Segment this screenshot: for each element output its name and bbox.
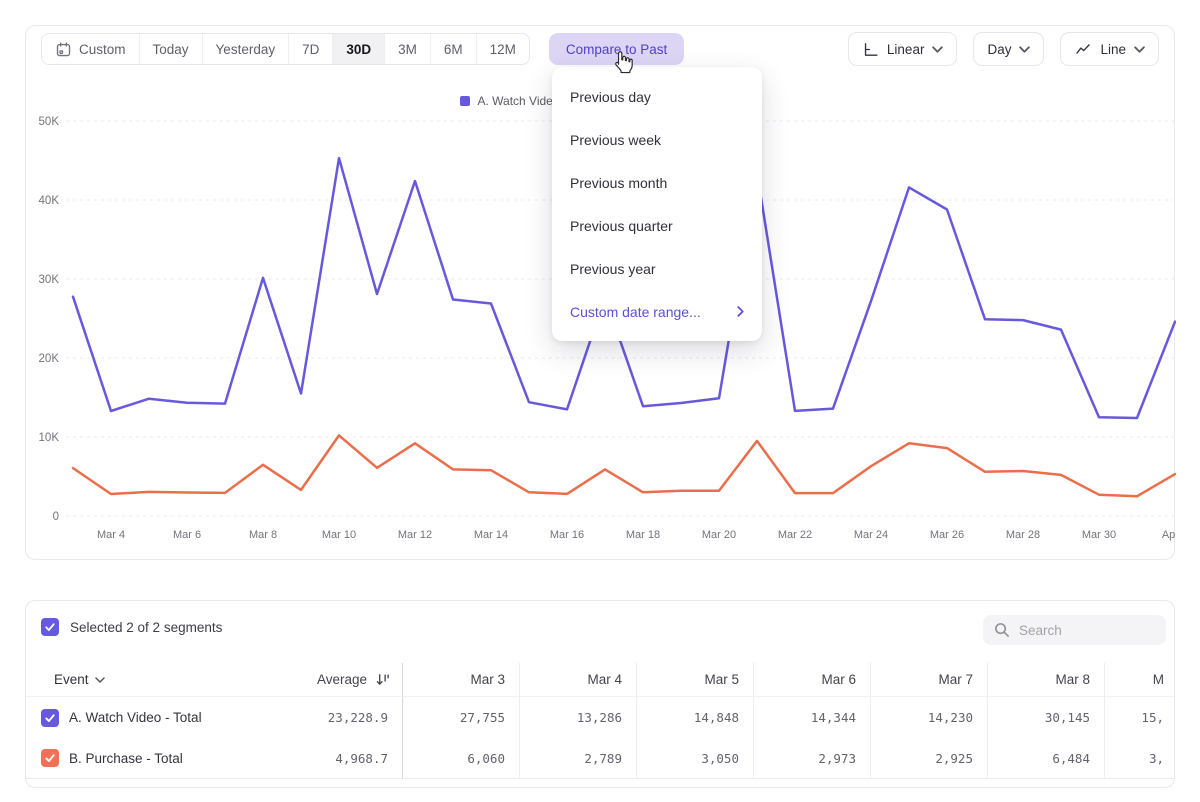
- chevron-right-icon: [737, 306, 744, 317]
- svg-text:Mar 6: Mar 6: [173, 529, 201, 541]
- chevron-down-icon: [94, 676, 105, 683]
- date-column-header: Mar 4: [520, 663, 637, 697]
- row-checkbox-watch-video[interactable]: [41, 708, 59, 727]
- row-label: B. Purchase - Total: [69, 750, 183, 766]
- svg-text:10K: 10K: [39, 432, 60, 444]
- svg-text:Mar 18: Mar 18: [626, 529, 660, 541]
- range-custom-label: Custom: [79, 41, 126, 57]
- range-3m[interactable]: 3M: [385, 34, 431, 64]
- row-value: 2,973: [754, 738, 871, 779]
- scale-dropdown[interactable]: Linear: [847, 32, 958, 66]
- segments-count-label: Selected 2 of 2 segments: [70, 619, 223, 635]
- svg-text:Mar 10: Mar 10: [322, 529, 356, 541]
- select-all-checkbox[interactable]: [41, 618, 59, 636]
- axis-scale-icon: [862, 41, 879, 58]
- date-range-picker: Custom Today Yesterday 7D 30D 3M 6M 12M: [41, 33, 530, 65]
- svg-text:20K: 20K: [39, 353, 60, 365]
- menu-item-previous-month[interactable]: Previous month: [570, 174, 668, 191]
- chevron-down-icon: [1134, 45, 1145, 53]
- compare-to-past-menu: Previous day Previous week Previous mont…: [552, 67, 762, 341]
- svg-text:Mar 24: Mar 24: [854, 529, 888, 541]
- range-30d[interactable]: 30D: [333, 34, 386, 64]
- row-value: 27,755: [403, 697, 520, 738]
- segments-table-card: Selected 2 of 2 segments Event Average: [25, 600, 1175, 788]
- date-column-header: Mar 7: [871, 663, 988, 697]
- chevron-down-icon: [932, 45, 944, 53]
- calendar-icon: [55, 41, 72, 58]
- svg-text:Mar 22: Mar 22: [778, 529, 812, 541]
- svg-text:50K: 50K: [39, 116, 60, 128]
- svg-text:Mar 12: Mar 12: [398, 529, 432, 541]
- interval-dropdown[interactable]: Day: [973, 32, 1045, 66]
- date-column-header: Mar 8: [988, 663, 1105, 697]
- average-column-header[interactable]: Average: [306, 663, 403, 697]
- chart-toolbar: Custom Today Yesterday 7D 30D 3M 6M 12M …: [41, 32, 1159, 66]
- svg-text:Mar 28: Mar 28: [1006, 529, 1040, 541]
- svg-text:Mar 14: Mar 14: [474, 529, 508, 541]
- chart-type-dropdown[interactable]: Line: [1060, 32, 1159, 66]
- svg-text:Mar 4: Mar 4: [97, 529, 125, 541]
- menu-item-previous-quarter[interactable]: Previous quarter: [570, 217, 673, 234]
- svg-text:Mar 26: Mar 26: [930, 529, 964, 541]
- table-row-watch-video: A. Watch Video - Total: [26, 697, 306, 738]
- sort-descending-icon: [375, 672, 390, 687]
- row-value: 14,344: [754, 697, 871, 738]
- segments-table: Event Average Mar 3 Mar 4 Mar 5 Mar 6 Ma…: [26, 663, 1174, 779]
- date-column-header: Mar 5: [637, 663, 754, 697]
- menu-item-previous-week[interactable]: Previous week: [570, 131, 662, 148]
- event-column-header[interactable]: Event: [26, 663, 306, 697]
- segments-header: Selected 2 of 2 segments: [41, 618, 222, 636]
- row-value-partial: 15,: [1141, 710, 1164, 725]
- search-box: [983, 615, 1166, 645]
- date-column-header: Mar 3: [403, 663, 520, 697]
- range-custom[interactable]: Custom: [42, 34, 140, 64]
- chart-controls: Linear Day Line: [847, 32, 1159, 66]
- svg-text:Mar 30: Mar 30: [1082, 529, 1116, 541]
- range-12m[interactable]: 12M: [489, 41, 516, 57]
- row-value: 14,848: [637, 697, 754, 738]
- row-value: 14,230: [871, 697, 988, 738]
- row-checkbox-purchase[interactable]: [41, 749, 59, 767]
- row-value: 6,484: [988, 738, 1105, 779]
- legend-swatch-purple: [460, 96, 471, 106]
- date-column-header: Mar 6: [754, 663, 871, 697]
- row-value: 2,925: [871, 738, 988, 779]
- svg-text:Mar 8: Mar 8: [249, 529, 277, 541]
- range-7d[interactable]: 7D: [289, 34, 334, 64]
- menu-item-previous-year[interactable]: Previous year: [570, 260, 656, 277]
- row-label: A. Watch Video - Total: [69, 710, 202, 725]
- row-average: 4,968.7: [306, 738, 403, 779]
- search-icon: [994, 622, 1010, 638]
- svg-text:Mar 16: Mar 16: [550, 529, 584, 541]
- menu-item-previous-day[interactable]: Previous day: [570, 88, 651, 105]
- table-row-purchase: B. Purchase - Total: [26, 738, 306, 779]
- svg-text:Apr 1: Apr 1: [1162, 529, 1176, 541]
- date-column-header-partial: M: [1105, 663, 1174, 697]
- row-value: 30,145: [988, 697, 1105, 738]
- svg-text:40K: 40K: [39, 195, 60, 207]
- chevron-down-icon: [1019, 45, 1031, 53]
- row-value: 13,286: [520, 697, 637, 738]
- svg-text:30K: 30K: [39, 274, 60, 286]
- range-today[interactable]: Today: [140, 34, 203, 64]
- row-value: 2,789: [520, 738, 637, 779]
- row-value: 3,050: [637, 738, 754, 779]
- range-yesterday[interactable]: Yesterday: [203, 34, 290, 64]
- compare-to-past-button[interactable]: Compare to Past: [548, 33, 685, 65]
- range-6m[interactable]: 6M: [431, 34, 477, 64]
- svg-text:0: 0: [53, 511, 59, 523]
- row-value: 6,060: [403, 738, 520, 779]
- line-chart-icon: [1074, 41, 1092, 58]
- search-input[interactable]: [1019, 622, 1149, 638]
- row-average: 23,228.9: [306, 697, 403, 738]
- menu-item-custom-date-range[interactable]: Custom date range...: [552, 290, 762, 333]
- svg-text:Mar 20: Mar 20: [702, 529, 736, 541]
- row-value-partial: 3,: [1105, 738, 1174, 779]
